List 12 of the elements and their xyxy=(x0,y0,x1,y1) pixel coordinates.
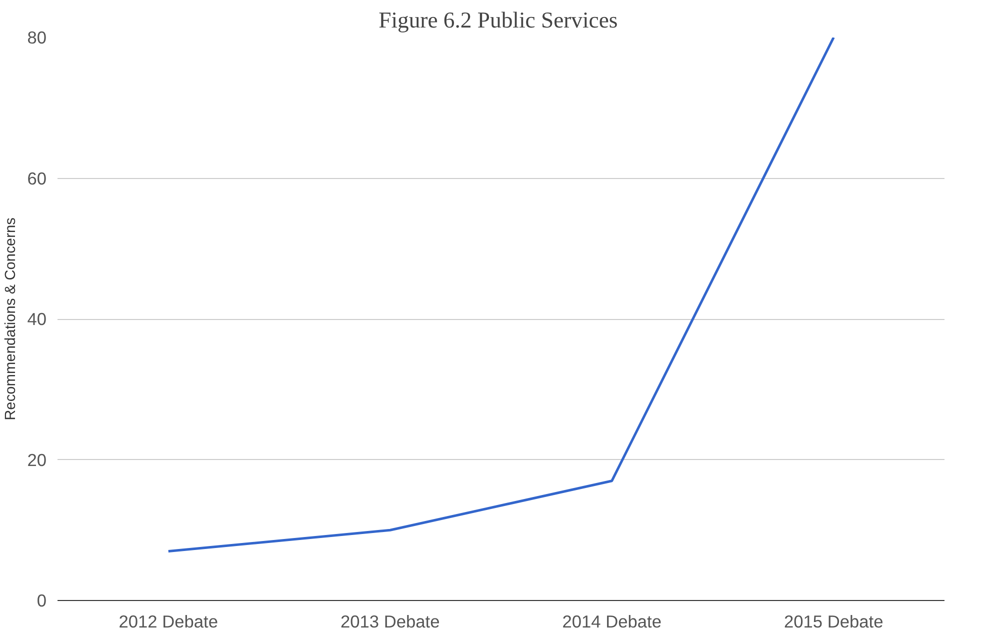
x-tick-label: 2012 Debate xyxy=(118,612,218,632)
y-tick-label: 60 xyxy=(27,168,47,188)
line-series xyxy=(167,38,835,552)
x-tick-label: 2013 Debate xyxy=(340,612,440,632)
y-tick-label: 20 xyxy=(27,450,47,470)
x-tick-label: 2014 Debate xyxy=(562,612,662,632)
chart-title: Figure 6.2 Public Services xyxy=(378,8,618,32)
x-tick-label: 2015 Debate xyxy=(784,612,884,632)
y-tick-label: 80 xyxy=(27,28,47,48)
y-axis-title: Recommendations & Concerns xyxy=(3,218,20,420)
y-tick-label: 40 xyxy=(27,309,47,329)
y-tick-label: 0 xyxy=(36,590,47,610)
